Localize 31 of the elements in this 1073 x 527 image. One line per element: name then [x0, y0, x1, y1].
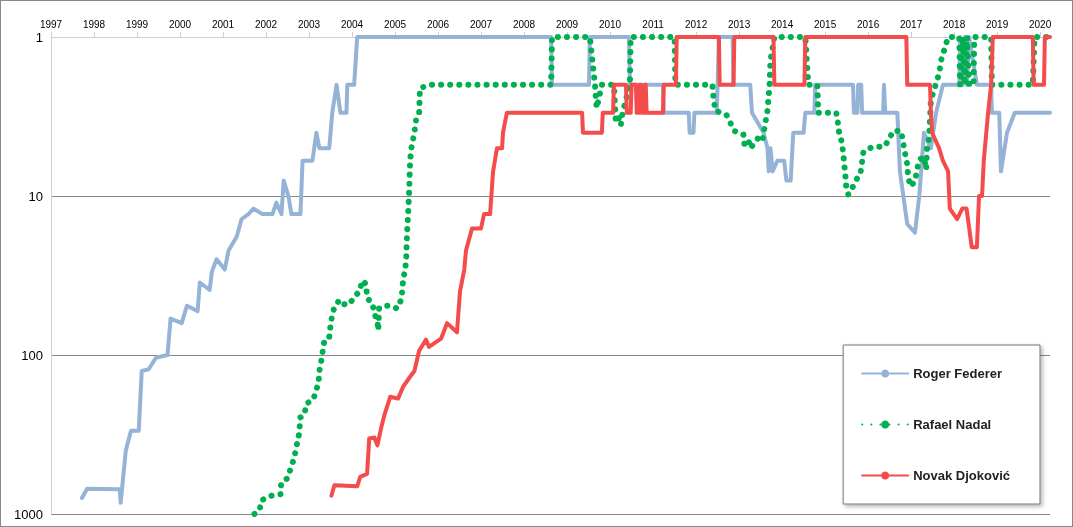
- x-tick-label: 2013: [727, 18, 751, 30]
- y-tick-label: 1000: [14, 506, 43, 522]
- x-tick-label: 2014: [770, 18, 794, 30]
- x-tick-label: 1999: [125, 18, 149, 30]
- x-tick-label: 2008: [512, 18, 536, 30]
- x-tick-label: 2001: [211, 18, 235, 30]
- y-tick-label: 1: [35, 29, 43, 45]
- x-tick-label: 2016: [856, 18, 880, 30]
- y-tick-label: 10: [28, 188, 43, 204]
- x-tick-label: 2003: [297, 18, 321, 30]
- x-tick-label: 1998: [82, 18, 106, 30]
- x-tick-label: 2000: [168, 18, 192, 30]
- legend-label: Novak Djoković: [913, 468, 1011, 483]
- x-tick-label: 2018: [942, 18, 966, 30]
- x-tick-label: 2005: [383, 18, 407, 30]
- x-tick-label: 2002: [254, 18, 278, 30]
- y-tick-label: 100: [21, 347, 43, 363]
- x-tick-label: 2015: [813, 18, 837, 30]
- x-tick-label: 2010: [598, 18, 622, 30]
- x-tick-label: 2017: [899, 18, 923, 30]
- x-tick-label: 2011: [642, 18, 665, 30]
- x-tick-label: 2004: [340, 18, 364, 30]
- x-tick-label: 2012: [684, 18, 708, 30]
- legend-label: Roger Federer: [913, 366, 1003, 381]
- x-tick-label: 1997: [39, 18, 63, 30]
- x-tick-label: 2009: [555, 18, 579, 30]
- x-tick-label: 2007: [469, 18, 493, 30]
- x-tick-label: 2006: [426, 18, 450, 30]
- x-tick-label: 2020: [1028, 18, 1052, 30]
- legend-label: Rafael Nadal: [913, 417, 992, 432]
- x-tick-label: 2019: [985, 18, 1009, 30]
